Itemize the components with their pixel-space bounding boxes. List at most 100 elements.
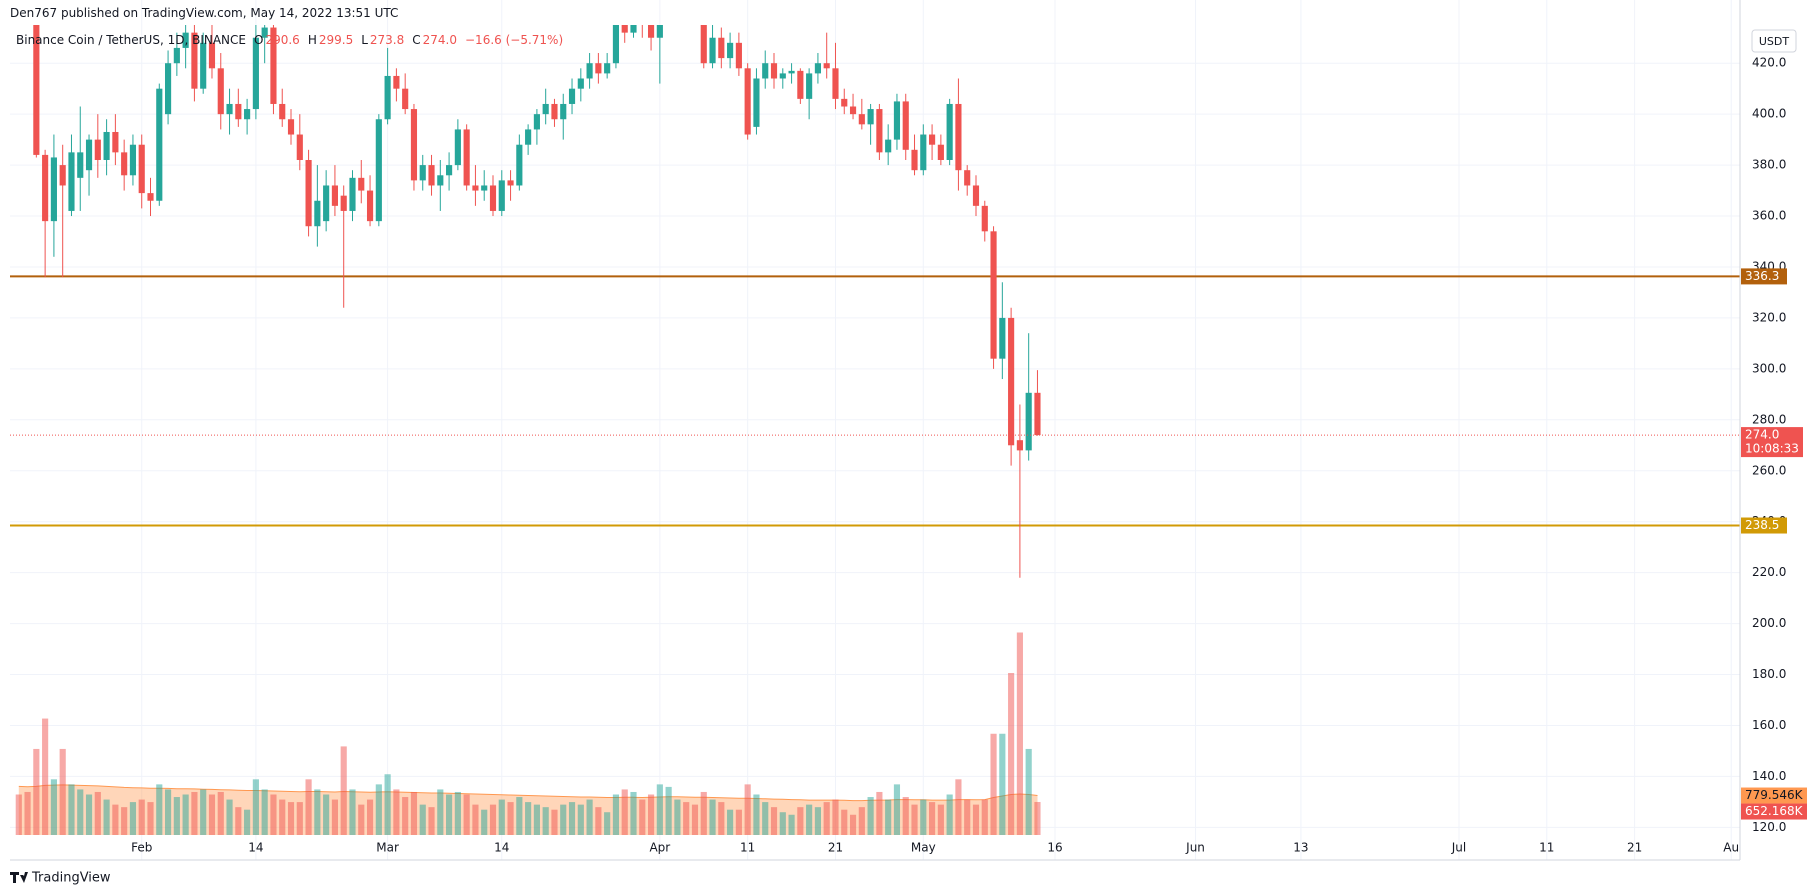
volume-bar: [235, 807, 242, 835]
x-tick-label: May: [911, 841, 936, 855]
level-badge: [1741, 268, 1787, 285]
volume-bar: [788, 814, 795, 835]
volume-bar: [753, 794, 760, 835]
footer-brand: TradingView: [31, 871, 111, 886]
volume-bar: [147, 802, 154, 835]
volume-bar: [366, 799, 374, 835]
volume-bar: [1034, 801, 1041, 835]
publisher-note: Den767 published on TradingView.com, May…: [10, 6, 399, 20]
volume-bar: [832, 799, 839, 835]
candle-body: [384, 75, 391, 120]
candle-body: [656, 25, 663, 38]
volume-bar: [691, 804, 699, 835]
candle-body: [164, 63, 172, 115]
candle-body: [718, 37, 725, 59]
candle-body: [349, 177, 356, 211]
volume-bar: [200, 789, 207, 835]
y-tick-label: 180.0: [1752, 667, 1786, 681]
volume-badge: [1741, 803, 1807, 820]
candle-body: [814, 63, 821, 74]
candle-body: [156, 88, 163, 201]
volume-bar: [340, 746, 347, 835]
candle-body: [964, 170, 971, 186]
candle-body: [252, 37, 259, 110]
volume-bar: [797, 807, 804, 835]
volume-bar: [560, 804, 567, 835]
volume-bar: [885, 799, 892, 835]
volume-bar: [156, 784, 163, 835]
candle-body: [340, 195, 347, 211]
volume-bar: [612, 794, 620, 835]
x-tick-label: Mar: [376, 841, 399, 855]
candle-body: [103, 131, 110, 160]
y-tick-label: 220.0: [1752, 565, 1786, 579]
volume-bar: [911, 804, 918, 835]
volume-bar: [68, 784, 75, 835]
volume-bar: [463, 794, 470, 835]
volume-bar: [191, 791, 198, 835]
volume-bar: [15, 794, 22, 835]
candle-body: [666, 0, 672, 7]
volume-bar: [595, 807, 602, 835]
volume-bar: [164, 789, 172, 835]
candle-body: [946, 103, 953, 160]
volume-bar: [1016, 632, 1023, 835]
volume-bar: [964, 799, 971, 835]
volume-bar: [252, 779, 259, 835]
candle-body: [446, 165, 453, 176]
candle-body: [937, 144, 944, 160]
volume-bar: [1025, 748, 1032, 835]
volume-bar: [349, 789, 356, 835]
volume-bar: [270, 794, 277, 835]
candle-body: [331, 185, 338, 206]
candle-body: [692, 0, 698, 17]
volume-bar: [287, 802, 295, 835]
y-axis-unit: USDT: [1759, 35, 1790, 48]
candle-body: [147, 193, 154, 201]
x-tick-label: 21: [1627, 841, 1642, 855]
volume-bar: [876, 791, 883, 835]
candle-body: [577, 78, 584, 89]
candle-body: [832, 68, 839, 99]
volume-bar: [331, 799, 338, 835]
volume-bar: [446, 794, 453, 835]
candle-body: [920, 134, 927, 171]
volume-bar: [744, 784, 751, 835]
legend-value: 290.6: [265, 33, 300, 47]
candle-body: [542, 103, 549, 115]
volume-bar: [112, 804, 119, 835]
candle-body: [858, 114, 865, 125]
countdown: 10:08:33: [1745, 442, 1799, 456]
volume-bar: [920, 799, 927, 835]
candle-body: [867, 109, 874, 125]
candle-body: [270, 27, 277, 104]
y-tick-label: 200.0: [1752, 616, 1786, 630]
volume-bar: [129, 802, 137, 835]
volume-bar: [59, 748, 66, 835]
volume-bar: [902, 797, 909, 835]
x-tick-label: Jun: [1185, 841, 1205, 855]
candle-body: [191, 32, 198, 89]
candle-body: [911, 149, 918, 171]
volume-bar: [393, 789, 400, 835]
candle-body: [507, 180, 514, 186]
candle-body: [595, 63, 602, 74]
volume-bar: [727, 809, 734, 835]
candle-body: [735, 42, 742, 69]
candle-body: [788, 70, 795, 74]
legend-value: 274.0: [422, 33, 457, 47]
candle-body: [402, 88, 409, 110]
legend-change: −16.6 (−5.71%): [465, 33, 564, 47]
candle-body: [33, 25, 40, 155]
candle-body: [639, 12, 645, 22]
candle-body: [463, 129, 470, 186]
volume-bar: [384, 774, 391, 835]
candle-body: [841, 98, 848, 107]
volume-bar: [586, 799, 593, 835]
candle-body: [208, 42, 216, 69]
candle-body: [419, 165, 426, 181]
candle-body: [516, 144, 523, 186]
candle-body: [454, 129, 461, 166]
candle-body: [876, 109, 883, 153]
volume-bar: [665, 786, 672, 835]
